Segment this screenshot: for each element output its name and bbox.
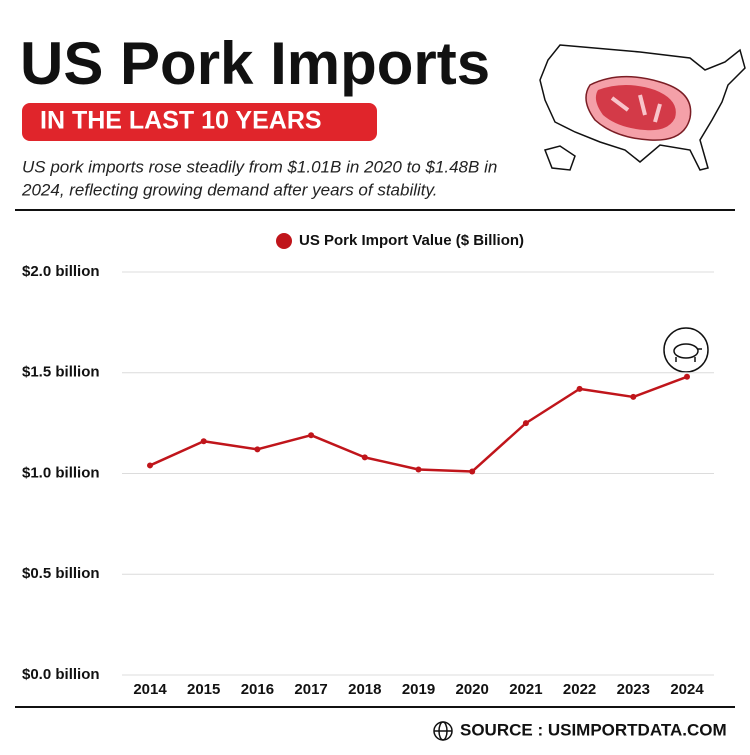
- x-tick-label: 2014: [133, 681, 167, 698]
- x-tick-label: 2024: [670, 681, 704, 698]
- y-tick-label: $2.0 billion: [22, 263, 100, 280]
- y-tick-label: $1.5 billion: [22, 364, 100, 381]
- description: US pork imports rose steadily from $1.01…: [22, 157, 497, 176]
- x-tick-label: 2022: [563, 681, 596, 698]
- point: [469, 468, 476, 475]
- point: [522, 420, 529, 427]
- description: 2024, reflecting growing demand after ye…: [21, 180, 437, 199]
- point: [254, 446, 261, 453]
- x-tick-label: 2017: [294, 681, 327, 698]
- y-tick-label: $1.0 billion: [22, 464, 100, 481]
- point: [630, 393, 637, 400]
- point: [200, 438, 207, 445]
- badge: IN THE LAST 10 YEARS: [40, 107, 322, 135]
- badge-bg: [22, 103, 377, 141]
- plot: $0.0 billion $0.5 billion $1.0 billion $1.5…: [22, 263, 714, 698]
- x-tick-label: 2023: [617, 681, 650, 698]
- pig-icon: [663, 327, 709, 373]
- x-tick-label: 2020: [456, 681, 489, 698]
- source: SOURCE : USIMPORTDATA.COM: [460, 720, 727, 739]
- y-tick-label: $0.5 billion: [22, 565, 100, 582]
- us-map-icon: [539, 44, 746, 171]
- point: [147, 462, 153, 469]
- point: [576, 385, 583, 392]
- x-tick-label: 2018: [348, 681, 381, 698]
- point: [361, 454, 368, 461]
- point: [308, 432, 315, 439]
- legend-marker: [276, 233, 292, 249]
- x-tick-label: 2016: [241, 681, 274, 698]
- legend-label: US Pork Import Value ($ Billion): [299, 232, 524, 249]
- title: US Pork Imports: [20, 30, 490, 97]
- point: [415, 466, 422, 473]
- y-tick-label: $0.0 billion: [22, 666, 100, 683]
- steak-icon: [585, 75, 692, 141]
- x-tick-label: 2021: [509, 681, 542, 698]
- x-tick-label: 2019: [402, 681, 435, 698]
- globe-icon: [433, 721, 453, 741]
- point: [684, 373, 690, 380]
- x-tick-label: 2015: [187, 681, 220, 698]
